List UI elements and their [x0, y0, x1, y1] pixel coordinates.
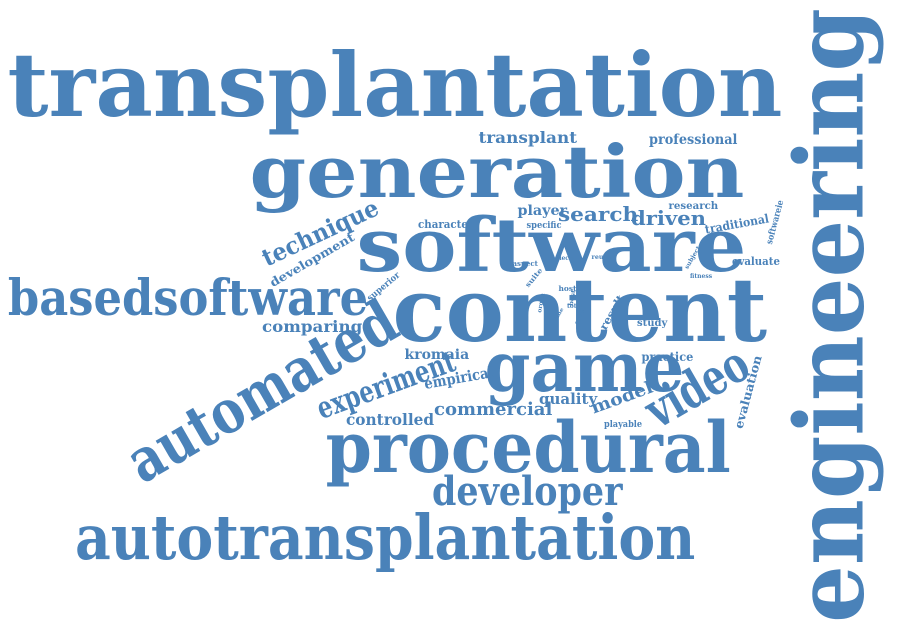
- word-content: content: [392, 258, 768, 362]
- word-professional: professional: [649, 132, 738, 148]
- word-autotransplantation: autotransplantation: [74, 501, 696, 574]
- word-transplantation: transplantation: [7, 33, 783, 137]
- word-host: host: [558, 283, 576, 293]
- word-player: player: [517, 203, 567, 219]
- word-search: search: [557, 202, 639, 226]
- word-study: study: [637, 318, 668, 329]
- word-fitness: fitness: [690, 273, 713, 280]
- word-specific: specific: [526, 220, 562, 231]
- word-commercial: commercial: [434, 399, 553, 420]
- word-practice: practice: [641, 350, 693, 364]
- word-kromaia: kromaia: [404, 347, 470, 363]
- word-quality: quality: [539, 389, 598, 408]
- word-pieces: pieces: [555, 255, 576, 262]
- word-transplant: transplant: [477, 128, 577, 147]
- word-driven: driven: [630, 206, 706, 230]
- word-developer: developer: [431, 468, 623, 515]
- word-engineering: engineering: [774, 7, 886, 623]
- word-game: game: [484, 328, 684, 408]
- word-procedural: procedural: [325, 406, 731, 489]
- word-controlled: controlled: [345, 410, 435, 429]
- word-character: character: [417, 217, 473, 231]
- word-reuse: reuse: [591, 254, 611, 261]
- word-research: research: [668, 201, 718, 212]
- word-total: total: [567, 303, 583, 310]
- word-software: software: [355, 203, 746, 289]
- word-aspect: aspect: [512, 258, 538, 268]
- word-generation: generation: [249, 129, 745, 214]
- word-basedsoftware: basedsoftware: [7, 268, 369, 327]
- word-evaluate: evaluate: [731, 254, 780, 268]
- word-playable: playable: [603, 419, 643, 430]
- word-comparing: comparing: [261, 317, 363, 336]
